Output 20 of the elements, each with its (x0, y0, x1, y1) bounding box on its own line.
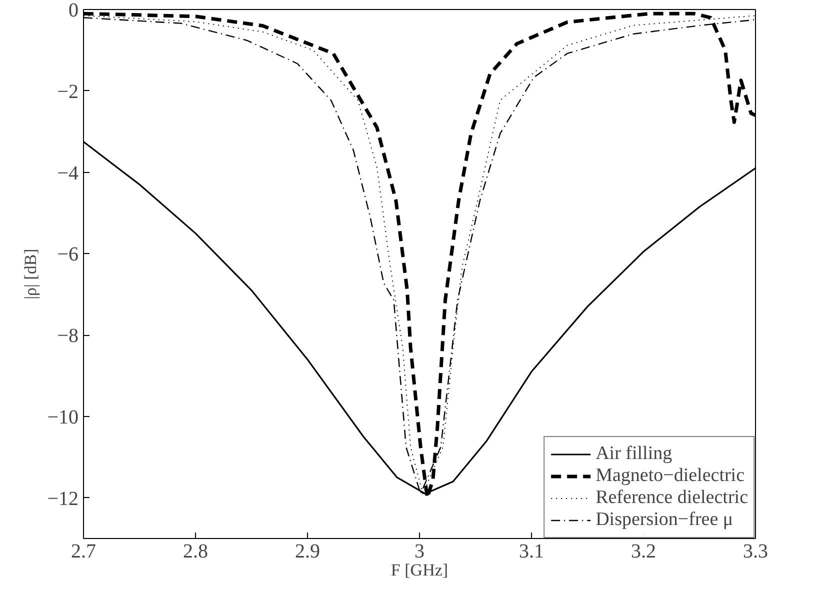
x-tick-label: 3 (414, 540, 424, 562)
x-tick-label: 3.3 (743, 540, 768, 562)
x-tick-label: 3.2 (631, 540, 656, 562)
legend-label: Reference dielectric (596, 487, 748, 509)
y-tick-label: −6 (57, 244, 78, 266)
legend-label: Air filling (596, 443, 672, 465)
legend-label: Magneto−dielectric (596, 465, 745, 487)
y-tick-label: 0 (68, 0, 78, 22)
x-tick-label: 2.8 (183, 540, 208, 562)
x-tick-label: 3.1 (519, 540, 544, 562)
y-tick-label: −2 (57, 80, 78, 103)
legend-label: Dispersion−free μ (596, 509, 734, 531)
x-axis-title: F [GHz] (390, 560, 448, 580)
y-axis-title: |ρ| [dB] (21, 248, 40, 300)
y-tick-label: −10 (47, 406, 78, 428)
y-tick-label: −12 (47, 488, 78, 510)
y-tick-label: −4 (57, 162, 78, 184)
x-tick-label: 2.9 (295, 540, 320, 562)
y-tick-label: −8 (57, 325, 78, 348)
x-tick-label: 2.7 (71, 540, 96, 562)
